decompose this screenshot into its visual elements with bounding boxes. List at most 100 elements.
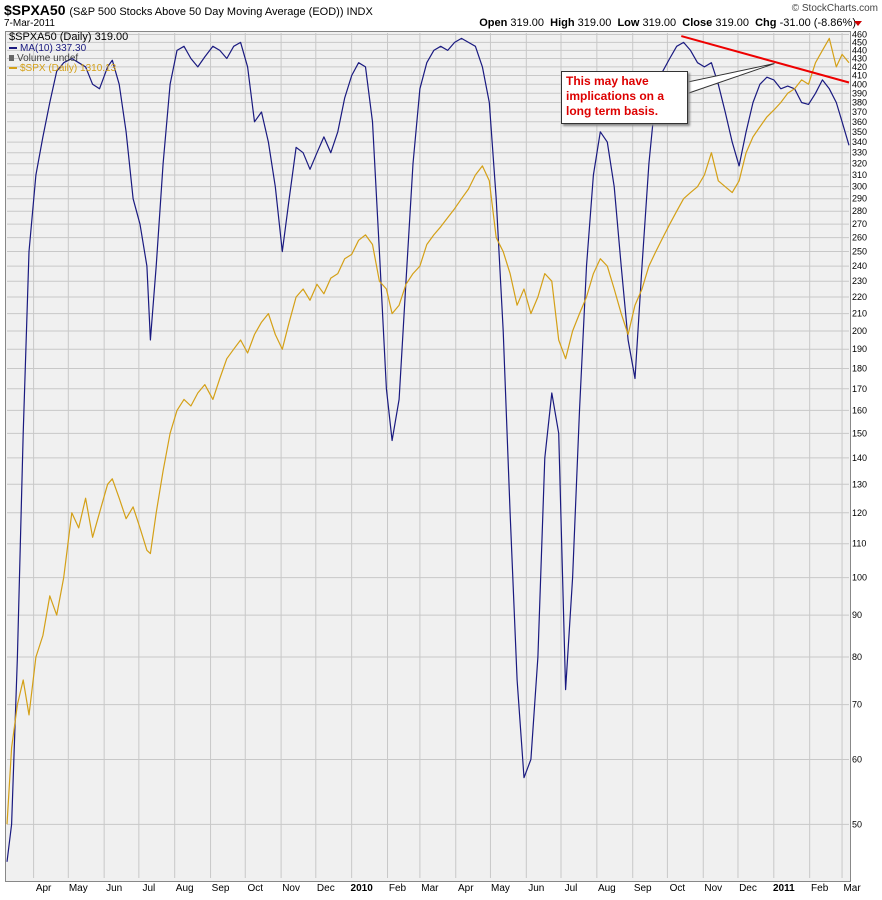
x-tick-label: Apr xyxy=(36,883,52,894)
y-tick-label: 400 xyxy=(852,79,867,89)
y-tick-label: 350 xyxy=(852,127,867,137)
y-tick-label: 190 xyxy=(852,344,867,354)
y-tick-label: 140 xyxy=(852,453,867,463)
legend-spx-swatch xyxy=(9,67,17,70)
y-tick-label: 110 xyxy=(852,539,866,549)
y-tick-label: 170 xyxy=(852,384,867,394)
y-tick-label: 200 xyxy=(852,326,867,336)
legend-spx: $SPX (Daily) 1310.13 xyxy=(9,63,116,74)
chart-title: $SPXA50 (S&P 500 Stocks Above 50 Day Mov… xyxy=(4,2,373,18)
x-tick-label: Mar xyxy=(843,883,861,894)
x-tick-label: Nov xyxy=(282,883,300,894)
legend-volume-swatch xyxy=(9,55,14,62)
y-tick-label: 340 xyxy=(852,137,867,147)
legend-volume-label: Volume undef xyxy=(17,53,79,64)
chg-value: -31.00 (-8.86%) xyxy=(779,17,856,29)
x-tick-label: Jul xyxy=(565,883,578,894)
plot-area xyxy=(5,31,851,882)
x-tick-label: Jun xyxy=(106,883,122,894)
x-tick-label: 2010 xyxy=(351,883,374,894)
ohlc-readout: Open 319.00 High 319.00 Low 319.00 Close… xyxy=(479,17,856,29)
close-value: 319.00 xyxy=(715,17,749,29)
x-tick-label: Aug xyxy=(598,883,616,894)
x-tick-label: May xyxy=(69,883,88,894)
x-tick-label: 2011 xyxy=(773,883,795,894)
y-tick-label: 380 xyxy=(852,98,867,108)
y-tick-label: 60 xyxy=(852,754,862,764)
x-tick-label: Dec xyxy=(739,883,757,894)
y-tick-label: 160 xyxy=(852,405,867,415)
y-tick-label: 360 xyxy=(852,117,867,127)
y-tick-label: 80 xyxy=(852,652,862,662)
legend-main: $SPXA50 (Daily) 319.00 xyxy=(9,31,129,43)
y-tick-label: 130 xyxy=(852,479,867,489)
y-tick-label: 460 xyxy=(852,31,867,40)
x-tick-label: Jul xyxy=(142,883,155,894)
annotation-pointer xyxy=(682,63,775,96)
y-tick-label: 370 xyxy=(852,107,867,117)
x-tick-label: Feb xyxy=(389,883,407,894)
y-tick-label: 260 xyxy=(852,233,867,243)
y-tick-label: 180 xyxy=(852,363,867,373)
y-tick-label: 440 xyxy=(852,45,867,55)
high-value: 319.00 xyxy=(577,17,612,29)
chart-svg: 4604504404304204104003903803703603503403… xyxy=(6,31,867,894)
y-tick-label: 70 xyxy=(852,700,862,710)
legend-ma: MA(10) 337.30 xyxy=(9,43,86,54)
y-tick-label: 90 xyxy=(852,610,862,620)
y-tick-label: 430 xyxy=(852,54,867,64)
legend-ma-swatch xyxy=(9,47,17,50)
y-tick-label: 270 xyxy=(852,219,867,229)
y-tick-label: 100 xyxy=(852,573,867,583)
legend-spx-label: $SPX (Daily) 1310.13 xyxy=(20,63,117,74)
close-label: Close xyxy=(682,17,713,29)
x-tick-label: Apr xyxy=(458,883,474,894)
x-tick-label: May xyxy=(491,883,510,894)
high-label: High xyxy=(550,17,575,29)
spx-line xyxy=(6,37,850,825)
trendline xyxy=(681,35,850,84)
x-tick-label: Dec xyxy=(317,883,335,894)
symbol-description: (S&P 500 Stocks Above 50 Day Moving Aver… xyxy=(69,6,373,18)
y-tick-label: 320 xyxy=(852,159,867,169)
x-tick-label: Nov xyxy=(704,883,722,894)
y-tick-label: 390 xyxy=(852,88,867,98)
y-tick-label: 300 xyxy=(852,182,867,192)
y-tick-label: 290 xyxy=(852,194,867,204)
ma10-line xyxy=(6,37,850,862)
y-tick-label: 120 xyxy=(852,508,867,518)
y-tick-label: 220 xyxy=(852,292,867,302)
annotation-box: This may have implications on a long ter… xyxy=(561,71,688,124)
y-tick-label: 410 xyxy=(852,70,867,80)
y-tick-label: 420 xyxy=(852,62,867,72)
legend-ma-label: MA(10) 337.30 xyxy=(20,43,87,54)
y-tick-label: 50 xyxy=(852,819,862,829)
x-tick-label: Jun xyxy=(528,883,544,894)
y-tick-label: 250 xyxy=(852,247,867,257)
brand-watermark[interactable]: © StockCharts.com xyxy=(791,3,878,14)
low-value: 319.00 xyxy=(642,17,677,29)
y-tick-label: 240 xyxy=(852,261,867,271)
open-label: Open xyxy=(479,17,508,29)
x-tick-label: Sep xyxy=(212,883,230,894)
legend-volume: Volume undef xyxy=(9,53,78,64)
y-tick-label: 150 xyxy=(852,428,867,438)
x-tick-label: Oct xyxy=(247,883,263,894)
y-tick-label: 450 xyxy=(852,37,867,47)
open-value: 319.00 xyxy=(510,17,545,29)
x-tick-label: Oct xyxy=(670,883,686,894)
x-tick-label: Mar xyxy=(421,883,439,894)
x-tick-label: Aug xyxy=(176,883,194,894)
y-tick-label: 280 xyxy=(852,206,867,216)
x-tick-label: Sep xyxy=(634,883,652,894)
y-tick-label: 230 xyxy=(852,276,867,286)
low-label: Low xyxy=(617,17,640,29)
chart-date: 7-Mar-2011 xyxy=(4,18,55,29)
down-triangle-icon[interactable] xyxy=(854,21,862,26)
y-tick-label: 310 xyxy=(852,170,867,180)
x-tick-label: Feb xyxy=(811,883,829,894)
y-tick-label: 330 xyxy=(852,148,867,158)
chg-label: Chg xyxy=(755,17,777,29)
y-tick-label: 210 xyxy=(852,309,867,319)
symbol: $SPXA50 xyxy=(4,2,66,18)
